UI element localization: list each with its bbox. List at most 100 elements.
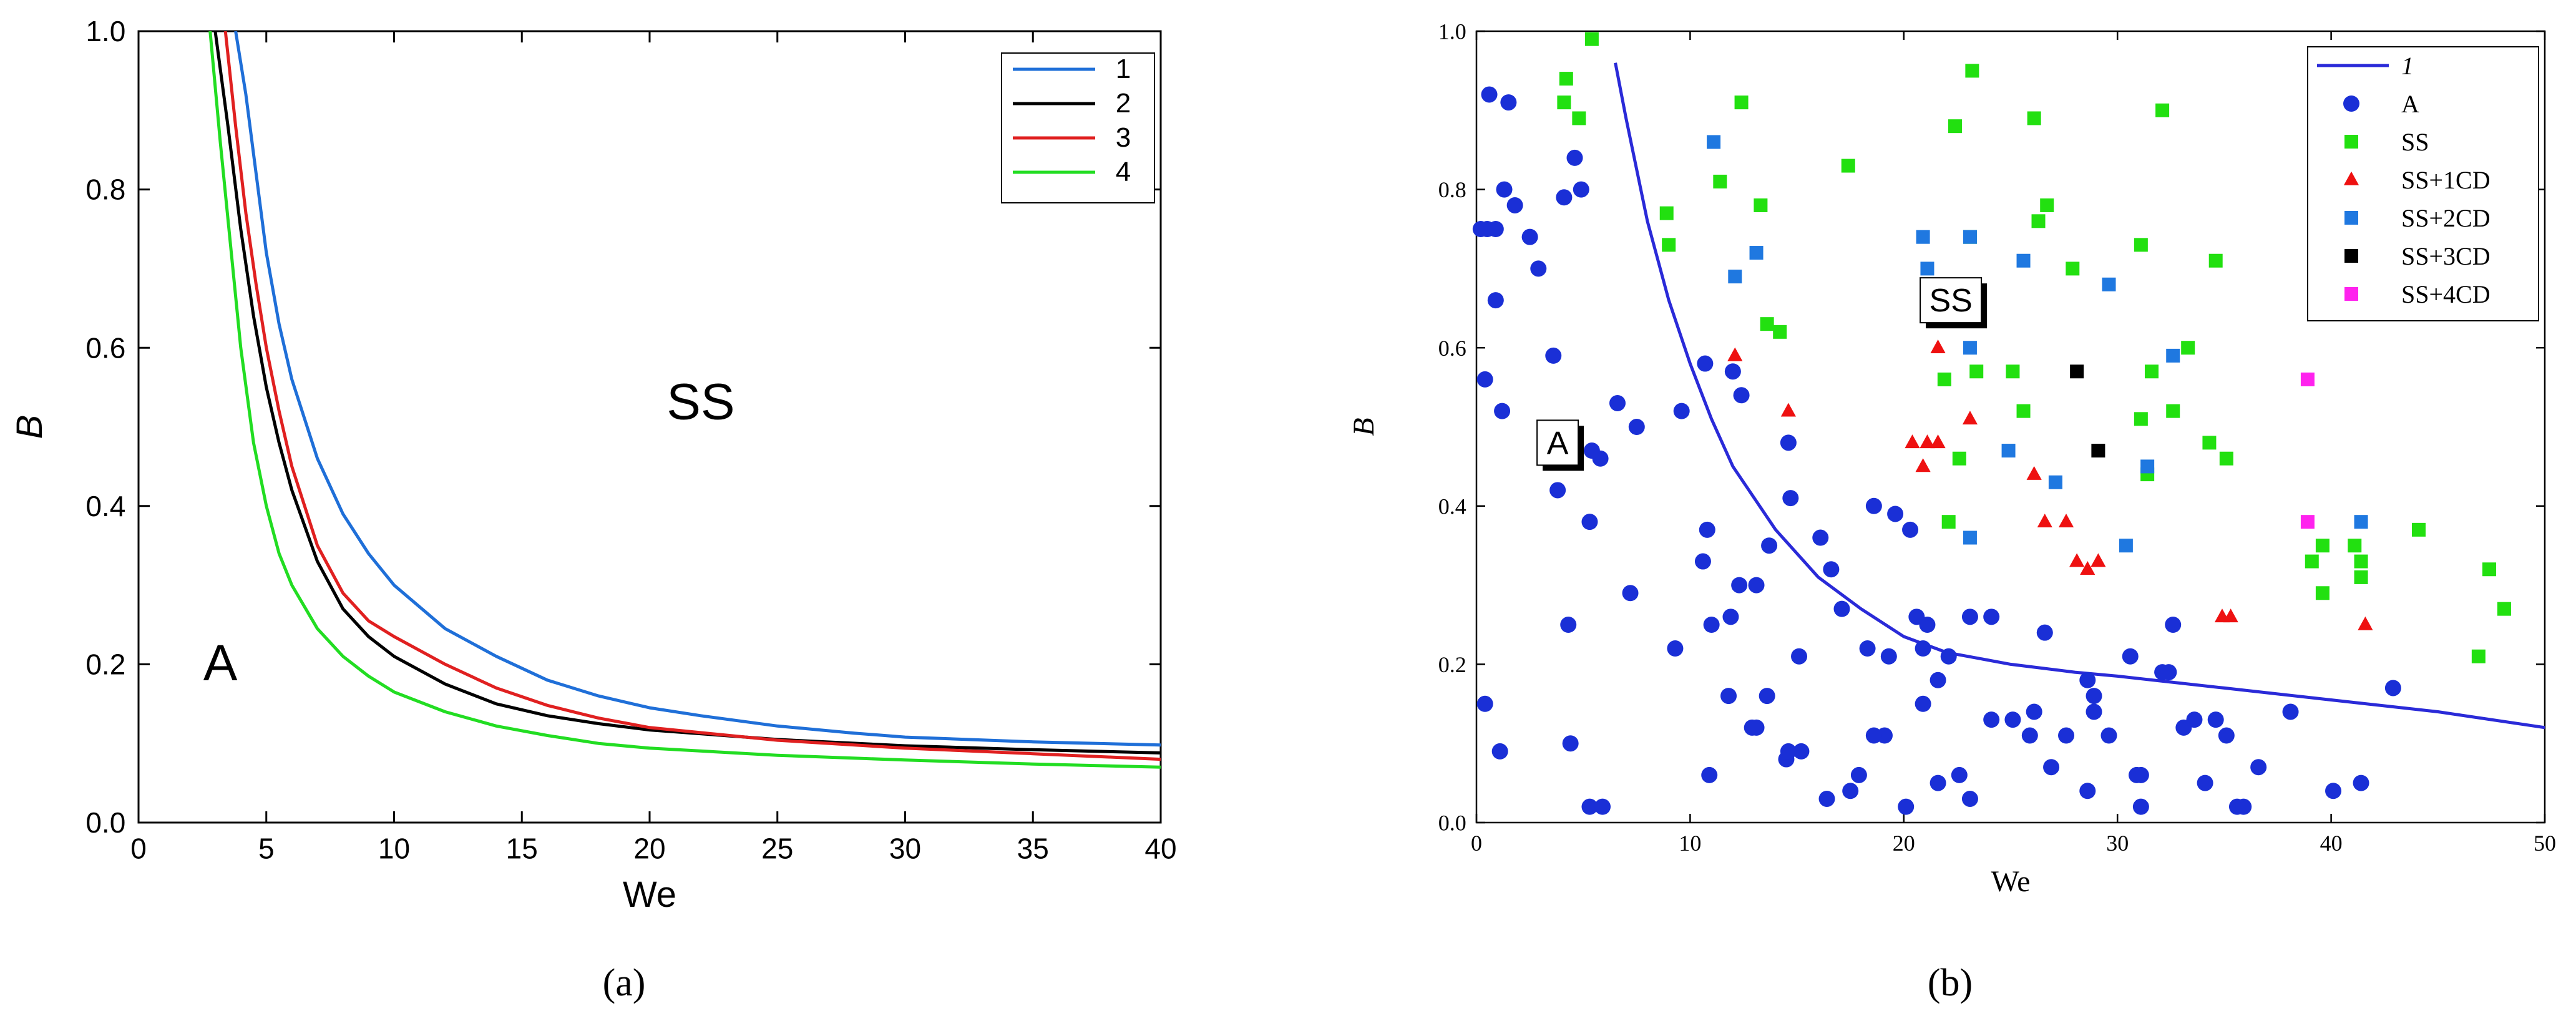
legend-box	[1001, 52, 1155, 203]
scatter-point-a	[2235, 798, 2252, 815]
x-tick-label: 10	[1679, 831, 1701, 856]
scatter-point-a	[1667, 640, 1684, 657]
scatter-point-a	[1530, 260, 1547, 277]
scatter-point-a	[1983, 711, 2000, 728]
scatter-point-ss	[2219, 451, 2233, 466]
legend-swatch-ss-1cd	[2343, 171, 2359, 185]
scatter-point-ss	[1965, 64, 1979, 78]
scatter-point-a	[2197, 775, 2213, 791]
scatter-point-ss-1cd	[1780, 403, 1797, 417]
scatter-point-ss	[2354, 570, 2368, 584]
y-tick-label: 0.0	[1438, 811, 1466, 836]
scatter-point-ss	[1969, 364, 1984, 379]
scatter-point-a	[1919, 617, 1936, 633]
y-tick-label: 0.2	[1438, 652, 1466, 677]
scatter-point-a	[1701, 766, 1718, 783]
y-tick-label: 0.6	[1438, 336, 1466, 361]
scatter-point-a	[1496, 181, 1513, 198]
scatter-point-ss	[2166, 404, 2180, 418]
scatter-point-ss-1cd	[2069, 553, 2085, 567]
scatter-point-ss-2cd	[2140, 459, 2155, 474]
scatter-point-ss	[2315, 586, 2330, 600]
scatter-point-a	[1961, 608, 1978, 625]
scatter-point-ss	[2354, 554, 2368, 569]
scatter-point-a	[2325, 783, 2342, 799]
scatter-point-a	[2165, 617, 2182, 633]
scatter-point-ss	[1754, 198, 1768, 212]
scatter-point-ss	[2016, 404, 2031, 418]
scatter-point-ss	[2348, 539, 2362, 553]
scatter-point-a	[1476, 371, 1493, 388]
scatter-point-ss-2cd	[2119, 539, 2133, 553]
series-line-3	[223, 31, 1161, 761]
scatter-point-a	[1491, 743, 1508, 760]
scatter-point-ss-1cd	[1930, 434, 1946, 449]
scatter-point-ss-2cd	[2016, 253, 2031, 268]
scatter-point-a	[1583, 442, 1600, 459]
scatter-point-ss	[1841, 159, 1855, 173]
scatter-point-ss-2cd	[2354, 515, 2368, 529]
x-tick-label: 25	[761, 833, 793, 865]
scatter-point-a	[1699, 521, 1715, 538]
y-tick-label: 1.0	[1438, 19, 1466, 44]
legend-swatch-ss-2cd	[2344, 211, 2358, 225]
scatter-point-a	[2021, 727, 2038, 744]
scatter-point-a	[2160, 664, 2177, 681]
scatter-point-a	[1915, 695, 1931, 712]
y-tick-label: 0.2	[85, 648, 125, 681]
scatter-point-a	[2218, 727, 2235, 744]
y-tick-label: 0.4	[85, 490, 125, 522]
scatter-point-ss	[2208, 253, 2223, 268]
scatter-point-a	[2086, 688, 2102, 705]
scatter-point-ss-2cd	[1728, 270, 1742, 284]
series-line-4	[208, 31, 1161, 769]
region-label-a: A	[203, 635, 238, 691]
scatter-point-ss-2cd	[1916, 230, 1930, 244]
scatter-point-a	[1476, 695, 1493, 712]
scatter-point-ss-1cd	[2058, 513, 2074, 527]
scatter-point-a	[1818, 790, 1835, 807]
scatter-point-a	[1850, 766, 1867, 783]
scatter-point-ss	[2155, 103, 2170, 117]
scatter-point-a	[1865, 497, 1882, 514]
legend-label: 2	[1116, 88, 1131, 119]
scatter-point-ss	[2066, 261, 2080, 276]
scatter-point-ss	[1662, 238, 1676, 252]
scatter-point-a	[2207, 711, 2224, 728]
scatter-point-ss-2cd	[2102, 277, 2116, 291]
panel-b-label: (b)	[1928, 962, 1973, 1004]
scatter-point-ss	[2040, 198, 2054, 212]
scatter-point-ss-2cd	[1963, 230, 1977, 244]
region-label-box	[1920, 277, 1983, 324]
scatter-point-ss	[2134, 412, 2148, 426]
scatter-point-a	[1759, 688, 1775, 705]
y-tick-label: 0.8	[85, 173, 125, 206]
scatter-point-a	[2353, 775, 2369, 791]
scatter-point-a	[1983, 608, 2000, 625]
scatter-point-a	[1930, 775, 1946, 791]
legend-swatch-a	[2343, 95, 2359, 112]
scatter-point-ss	[1559, 72, 1573, 86]
y-tick-label: 1.0	[85, 15, 125, 47]
scatter-point-a	[2250, 759, 2267, 776]
scatter-point-a	[1859, 640, 1876, 657]
boundary-line-1	[1614, 62, 2545, 730]
scatter-point-ss	[1773, 325, 1787, 339]
scatter-point-a	[1898, 798, 1915, 815]
scatter-point-a	[1500, 94, 1517, 111]
x-tick-label: 30	[889, 833, 921, 865]
legend-label: SS+3CD	[2401, 242, 2491, 270]
scatter-point-a	[1791, 648, 1808, 665]
x-tick-label: 0	[130, 833, 147, 865]
scatter-point-a	[1573, 181, 1589, 198]
legend-label: SS+4CD	[2401, 280, 2491, 308]
region-label-box	[1536, 419, 1579, 466]
scatter-point-a	[1545, 347, 1562, 364]
y-axis-label: B	[1347, 418, 1380, 436]
series-line-1	[234, 31, 1161, 747]
scatter-point-ss	[1713, 174, 1727, 188]
scatter-point-ss-2cd	[1920, 261, 1934, 276]
scatter-point-ss	[1941, 515, 1956, 529]
scatter-point-a	[2026, 703, 2042, 720]
legend-swatch-ss	[2344, 135, 2358, 149]
